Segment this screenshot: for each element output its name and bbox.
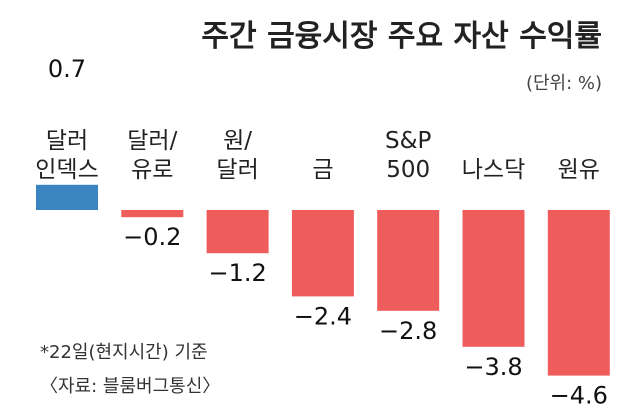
footnote-date: *22일(현지시간) 기준 — [40, 342, 208, 363]
value-label-2: −1.2 — [208, 259, 266, 287]
bar-6 — [547, 210, 610, 376]
chart-title: 주간 금융시장 주요 자산 수익률 — [201, 19, 602, 54]
value-label-6: −4.6 — [550, 382, 608, 410]
bar-2 — [206, 210, 269, 254]
category-label-1-0: 달러/ — [127, 128, 177, 154]
value-label-5: −3.8 — [464, 353, 522, 381]
bar-4 — [377, 210, 440, 311]
value-label-3: −2.4 — [294, 302, 352, 330]
category-label-3-0: 금 — [312, 157, 333, 183]
category-label-2-0: 원/ — [223, 128, 252, 154]
bar-1 — [121, 210, 184, 218]
category-label-0-1: 인덱스 — [35, 157, 98, 183]
footnote-source: 〈자료: 블룸버그통신〉 — [40, 376, 220, 397]
category-label-5-0: 나스닥 — [462, 157, 525, 183]
value-label-4: −2.8 — [379, 317, 437, 345]
category-label-4-0: S&P — [385, 128, 432, 154]
category-label-0-0: 달러 — [46, 128, 88, 154]
category-label-2-1: 달러 — [216, 157, 258, 183]
bar-5 — [462, 210, 525, 347]
category-label-6-0: 원유 — [558, 157, 600, 183]
value-label-0: 0.7 — [48, 55, 86, 83]
category-label-1-1: 유로 — [131, 157, 173, 183]
category-label-4-1: 500 — [386, 157, 430, 183]
bar-3 — [291, 210, 354, 297]
bar-0 — [36, 184, 98, 210]
value-label-1: −0.2 — [123, 223, 181, 251]
unit-label: (단위: %) — [526, 73, 602, 94]
